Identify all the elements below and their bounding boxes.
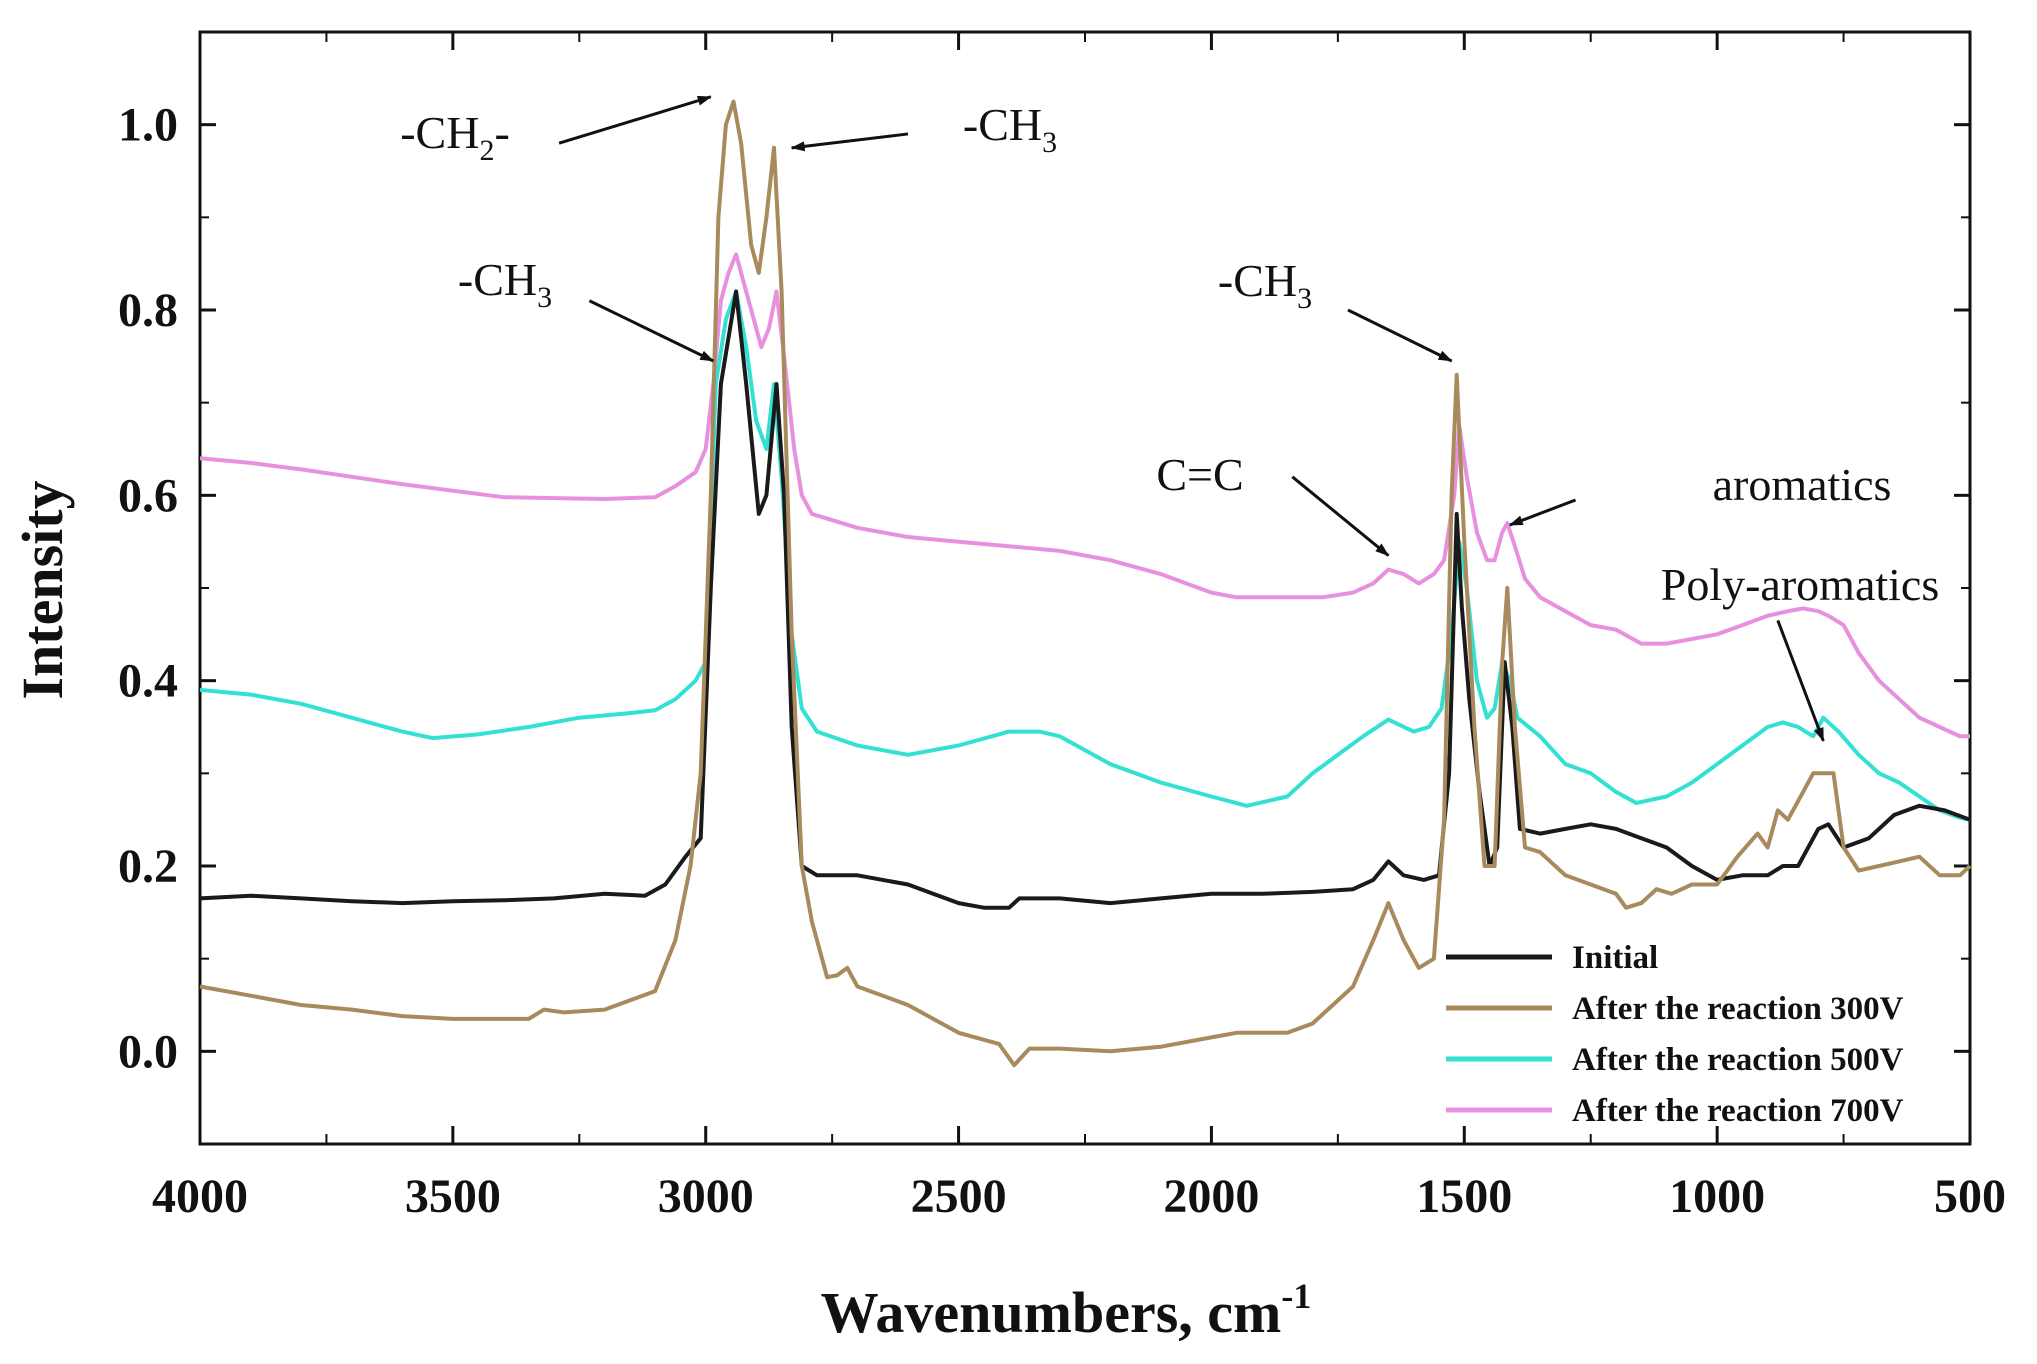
x-axis-title-superscript: -1 <box>1281 1276 1311 1316</box>
annotation-label: -CH2- <box>400 107 510 167</box>
annotation-arrow <box>1347 308 1453 363</box>
annotation-label: -CH3 <box>458 254 552 314</box>
annotation-arrow <box>558 95 712 145</box>
x-tick-label: 3000 <box>658 1170 754 1223</box>
series-layer <box>199 99 1972 1068</box>
legend-label: After the reaction 700V <box>1572 1093 1904 1129</box>
annotation-text: Poly-aromatics <box>1661 559 1940 610</box>
y-tick-label: 0.6 <box>118 469 178 522</box>
annotation-label: C=C <box>1156 449 1243 500</box>
legend-label: Initial <box>1572 940 1658 976</box>
y-tick-label: 1.0 <box>118 99 178 152</box>
annotation-text: -CH <box>458 254 537 305</box>
annotation-arrow <box>588 299 715 363</box>
legend: Initial After the reaction 300V After the … <box>1446 940 1904 1129</box>
legend-label: After the reaction 300V <box>1572 991 1904 1027</box>
x-tick-label: 2500 <box>911 1170 1007 1223</box>
annotation-arrow <box>790 132 909 152</box>
series-line-3 <box>199 252 1970 739</box>
annotation-subscript: 3 <box>537 281 552 314</box>
x-tick-label: 3500 <box>405 1170 501 1223</box>
annotation-text: -CH <box>963 99 1042 150</box>
annotation-label: Poly-aromatics <box>1661 559 1940 610</box>
annotation-text: C=C <box>1156 449 1243 500</box>
x-tick-label: 4000 <box>152 1170 248 1223</box>
y-tick-label: 0.0 <box>118 1025 178 1078</box>
x-tick-label: 500 <box>1934 1170 2006 1223</box>
x-tick-label: 1500 <box>1416 1170 1512 1223</box>
annotation-text: -CH <box>400 107 479 158</box>
annotation-label: aromatics <box>1713 459 1892 510</box>
annotation-suffix: - <box>494 107 509 158</box>
annotation-subscript: 3 <box>1297 282 1312 315</box>
y-axis-title: Intensity <box>10 480 75 699</box>
x-tick-label: 1000 <box>1669 1170 1765 1223</box>
legend-label: After the reaction 500V <box>1572 1042 1904 1078</box>
y-tick-label: 0.4 <box>118 655 178 708</box>
annotation-arrow <box>1776 619 1825 742</box>
x-axis-title-main: Wavenumbers, cm <box>821 1280 1282 1345</box>
annotation-subscript: 3 <box>1042 126 1057 159</box>
x-tick-label: 2000 <box>1163 1170 1259 1223</box>
series-line-2 <box>199 289 1971 822</box>
x-axis-title: Wavenumbers, cm-1 <box>821 1276 1312 1345</box>
annotation-arrow <box>1291 475 1390 557</box>
y-tick-label: 0.2 <box>118 840 178 893</box>
annotation-text: aromatics <box>1713 459 1892 510</box>
x-axis-ticks: 4000 3500 3000 2500 2000 1500 1000 500 <box>152 32 2006 1223</box>
y-tick-label: 0.8 <box>118 284 178 337</box>
annotation-label: -CH3 <box>963 99 1057 159</box>
annotation-label: -CH3 <box>1218 255 1312 315</box>
annotation-arrow <box>1508 498 1577 527</box>
y-axis-ticks: 0.0 0.2 0.4 0.6 0.8 1.0 <box>118 31 1970 1145</box>
annotation-text: -CH <box>1218 255 1297 306</box>
annotation-subscript: 2 <box>479 134 494 167</box>
series-line-1 <box>199 99 1972 1068</box>
